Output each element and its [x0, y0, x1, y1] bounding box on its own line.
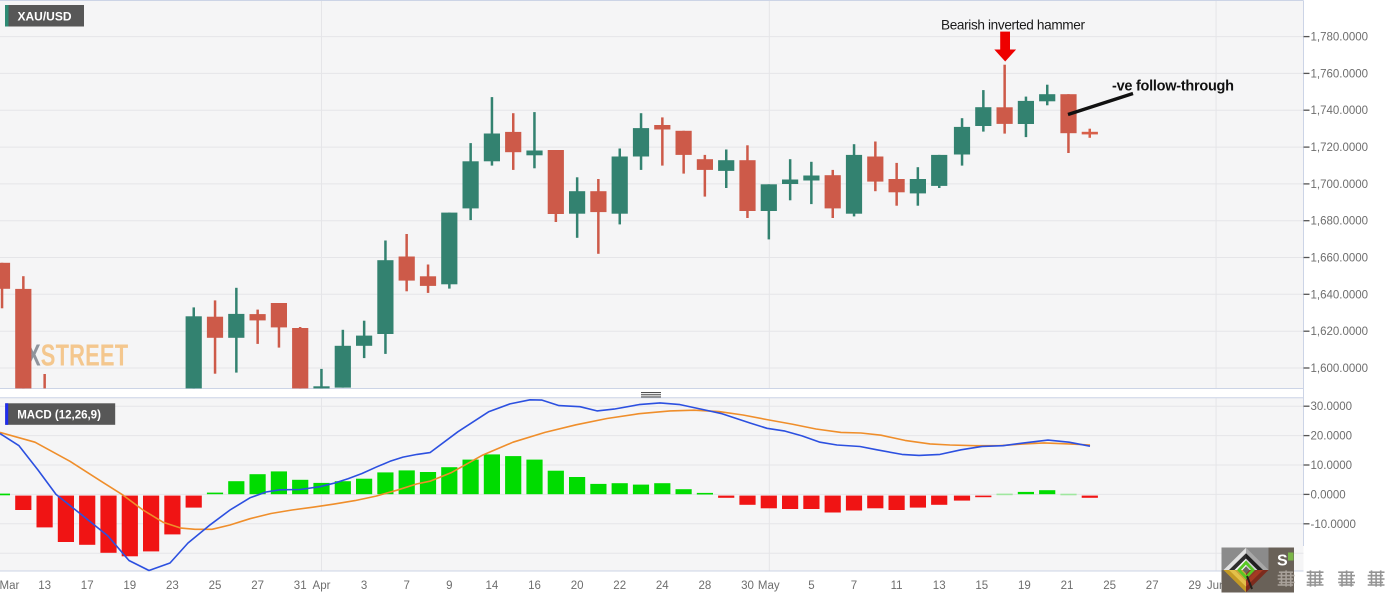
- svg-text:9: 9: [446, 580, 452, 592]
- svg-text:24: 24: [656, 580, 669, 592]
- svg-text:1,680.0000: 1,680.0000: [1311, 216, 1369, 228]
- svg-text:22: 22: [613, 580, 626, 592]
- svg-text:3: 3: [361, 580, 367, 592]
- svg-text:Apr: Apr: [313, 580, 331, 592]
- svg-text:1,640.0000: 1,640.0000: [1311, 289, 1369, 301]
- svg-text:25: 25: [209, 580, 222, 592]
- svg-text:13: 13: [933, 580, 946, 592]
- svg-text:15: 15: [975, 580, 988, 592]
- svg-text:27: 27: [1146, 580, 1159, 592]
- svg-text:13: 13: [38, 580, 51, 592]
- svg-text:1,780.0000: 1,780.0000: [1311, 32, 1369, 44]
- svg-text:10.0000: 10.0000: [1311, 460, 1353, 472]
- svg-text:19: 19: [1018, 580, 1031, 592]
- svg-text:MACD (12,26,9): MACD (12,26,9): [17, 410, 101, 422]
- svg-text:XSTREET: XSTREET: [26, 338, 128, 372]
- svg-text:23: 23: [166, 580, 179, 592]
- svg-text:7: 7: [403, 580, 409, 592]
- svg-text:May: May: [758, 580, 780, 592]
- svg-text:S: S: [1277, 553, 1288, 570]
- svg-text:31: 31: [294, 580, 307, 592]
- svg-text:20.0000: 20.0000: [1311, 431, 1353, 443]
- svg-text:14: 14: [486, 580, 499, 592]
- svg-text:25: 25: [1103, 580, 1116, 592]
- svg-text:20: 20: [571, 580, 584, 592]
- svg-text:Mar: Mar: [0, 580, 19, 592]
- svg-text:Jun: Jun: [1207, 580, 1226, 592]
- svg-text:19: 19: [123, 580, 136, 592]
- svg-text:1,700.0000: 1,700.0000: [1311, 179, 1369, 191]
- svg-text:17: 17: [81, 580, 94, 592]
- svg-text:0.0000: 0.0000: [1311, 489, 1346, 501]
- svg-text:-10.0000: -10.0000: [1311, 519, 1356, 531]
- svg-text:1,660.0000: 1,660.0000: [1311, 253, 1369, 265]
- svg-text:Bearish inverted hammer: Bearish inverted hammer: [941, 18, 1085, 33]
- svg-text:7: 7: [851, 580, 857, 592]
- svg-text:29: 29: [1188, 580, 1201, 592]
- svg-text:1,740.0000: 1,740.0000: [1311, 105, 1369, 117]
- svg-text:1,720.0000: 1,720.0000: [1311, 142, 1369, 154]
- svg-text:30: 30: [741, 580, 754, 592]
- svg-text:11: 11: [891, 580, 903, 592]
- svg-text:1,600.0000: 1,600.0000: [1311, 363, 1369, 375]
- svg-text:1,620.0000: 1,620.0000: [1311, 326, 1369, 338]
- svg-text:1,760.0000: 1,760.0000: [1311, 68, 1369, 80]
- svg-text:21: 21: [1061, 580, 1074, 592]
- svg-text:28: 28: [699, 580, 712, 592]
- svg-text:30.0000: 30.0000: [1311, 401, 1353, 413]
- svg-text:-ve follow-through: -ve follow-through: [1112, 79, 1234, 95]
- svg-text:XAU/USD: XAU/USD: [18, 9, 72, 23]
- svg-text:16: 16: [528, 580, 541, 592]
- svg-text:27: 27: [251, 580, 264, 592]
- svg-text:5: 5: [808, 580, 814, 592]
